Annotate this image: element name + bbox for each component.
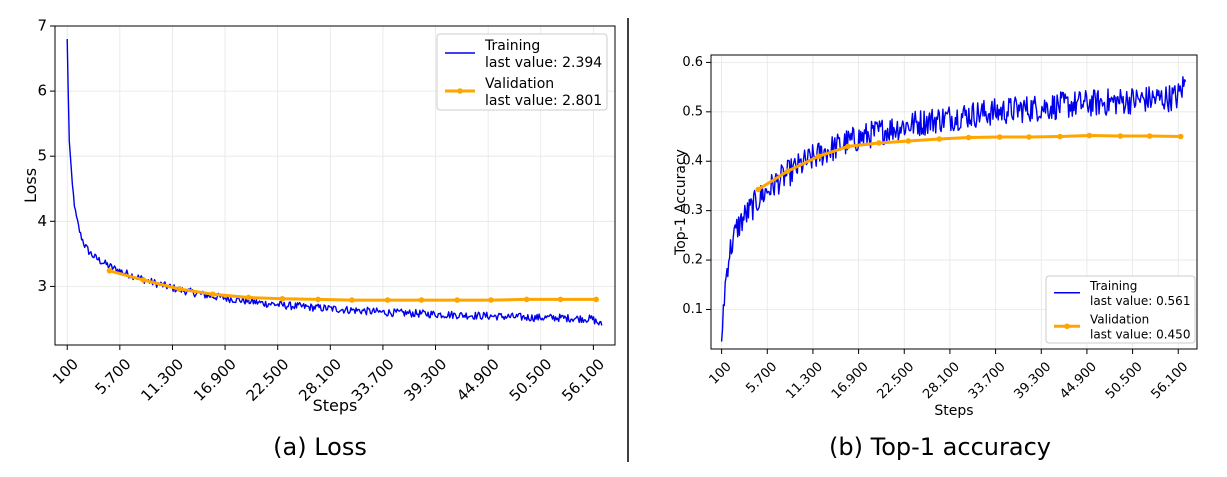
- legend-detail: last value: 2.801: [485, 93, 602, 109]
- data-point: [176, 286, 182, 292]
- series-training: [66, 38, 603, 326]
- data-point: [1086, 132, 1093, 139]
- y-tick-label: 0.4: [682, 154, 703, 169]
- x-tick-label: 28.100: [920, 359, 963, 402]
- y-tick-label: 3: [37, 277, 47, 295]
- plot-frame: [54, 25, 616, 346]
- x-tick-label: 11.300: [137, 355, 187, 405]
- x-tick-label: 39.300: [400, 355, 450, 405]
- legend-label: Training: [1089, 279, 1137, 293]
- x-tick-label: 100: [706, 359, 734, 387]
- data-point: [557, 296, 564, 303]
- data-point: [454, 297, 460, 303]
- data-point: [1146, 133, 1153, 139]
- x-tick-label: 39.300: [1012, 359, 1055, 402]
- data-point: [996, 134, 1003, 140]
- y-tick-label: 0.2: [682, 253, 703, 268]
- legend-label: Training: [484, 38, 540, 54]
- data-point: [815, 153, 822, 160]
- data-point: [418, 297, 425, 303]
- x-tick-label: 5.700: [743, 359, 780, 396]
- y-axis-label: Top-1 Accuracy: [673, 149, 689, 256]
- series-line: [720, 76, 1187, 342]
- data-point: [784, 168, 791, 174]
- x-tick-label: 11.300: [783, 359, 826, 402]
- x-tick-label: 22.500: [243, 355, 293, 405]
- x-tick-label: 56.100: [1149, 359, 1192, 402]
- data-point: [905, 138, 912, 144]
- y-tick-label: 4: [37, 212, 47, 230]
- x-tick-label: 50.500: [506, 355, 556, 405]
- accuracy-chart: 100 5.700 11.300 16.900 22.500 28.100 33.700 39…: [673, 54, 1198, 461]
- data-point: [965, 134, 972, 141]
- legend-detail: last value: 0.450: [1090, 327, 1190, 341]
- legend-box: [1045, 275, 1196, 344]
- data-point: [210, 291, 216, 298]
- series-line: [109, 269, 597, 302]
- data-point: [349, 297, 355, 303]
- data-point: [279, 295, 286, 302]
- data-point: [384, 297, 391, 303]
- x-tick-label: 44.900: [453, 355, 503, 405]
- panel-caption: (a) Loss: [273, 433, 367, 461]
- data-point: [1117, 133, 1124, 139]
- x-tick-label: 16.900: [829, 359, 872, 402]
- legend-detail: last value: 0.561: [1090, 294, 1190, 308]
- legend-marker: [457, 88, 463, 94]
- y-axis-label: Loss: [21, 168, 40, 203]
- x-axis-label: Steps: [313, 396, 358, 415]
- series-validation: [755, 132, 1184, 193]
- data-point: [876, 140, 882, 146]
- data-point: [936, 136, 943, 142]
- data-point: [245, 294, 252, 301]
- y-tick-label: 0.6: [682, 55, 703, 70]
- x-tick-label: 100: [49, 355, 82, 388]
- series-line: [66, 38, 603, 326]
- plot-frame: [710, 54, 1198, 350]
- y-tick-label: 0.3: [682, 203, 703, 218]
- series-training: [720, 76, 1187, 342]
- data-point: [106, 267, 113, 274]
- x-tick-label: 56.100: [558, 355, 608, 405]
- panel-caption: (b) Top-1 accuracy: [829, 433, 1051, 461]
- data-point: [755, 186, 762, 193]
- y-tick-label: 0.5: [682, 104, 703, 119]
- loss-chart: 100 5.700 11.300 16.900 22.500 28.100 33.700 39…: [21, 17, 616, 461]
- data-point: [1057, 133, 1063, 140]
- data-point: [140, 277, 147, 283]
- x-axis-label: Steps: [934, 403, 973, 419]
- data-point: [845, 143, 851, 150]
- y-tick-label: 7: [37, 17, 47, 35]
- x-tick-label: 50.500: [1103, 359, 1146, 402]
- x-tick-label: 33.700: [966, 359, 1009, 402]
- data-point: [523, 296, 530, 303]
- legend-box: [436, 33, 608, 111]
- y-tick-label: 0.1: [682, 302, 703, 317]
- data-point: [315, 296, 321, 303]
- x-tick-label: 16.900: [190, 355, 240, 405]
- legend-detail: last value: 2.394: [485, 55, 602, 71]
- data-point: [488, 297, 494, 303]
- x-tick-label: 5.700: [91, 355, 134, 398]
- legend-label: Validation: [1090, 312, 1149, 326]
- y-tick-label: 5: [37, 147, 47, 165]
- legend-label: Validation: [485, 76, 554, 92]
- legend-marker: [1064, 323, 1070, 330]
- data-point: [593, 296, 600, 303]
- data-point: [1026, 134, 1032, 140]
- x-tick-label: 22.500: [875, 359, 918, 402]
- series-validation: [106, 267, 600, 303]
- data-point: [1177, 133, 1184, 140]
- x-tick-label: 44.900: [1057, 359, 1100, 402]
- y-tick-label: 6: [37, 82, 47, 100]
